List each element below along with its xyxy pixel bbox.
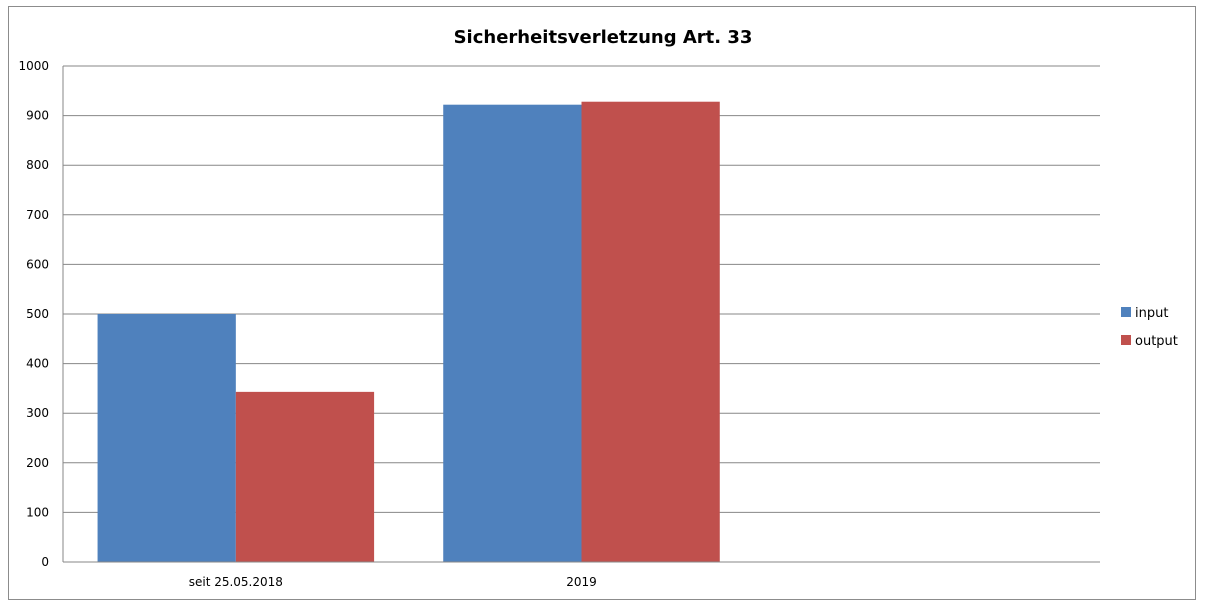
chart-title: Sicherheitsverletzung Art. 33	[453, 27, 753, 48]
y-tick-label: 1000	[18, 59, 49, 73]
x-tick-label: seit 25.05.2018	[189, 575, 283, 589]
legend-swatch-input	[1121, 307, 1131, 317]
y-tick-label: 200	[26, 456, 49, 470]
bar-output	[581, 101, 720, 562]
legend: input output	[1121, 306, 1178, 349]
bar-input	[97, 314, 236, 562]
y-tick-label: 700	[26, 208, 49, 222]
bar-input	[443, 104, 582, 563]
y-tick-label: 400	[26, 357, 49, 371]
y-tick-label: 900	[26, 109, 49, 123]
axes	[62, 66, 1100, 563]
y-tick-label: 100	[26, 505, 49, 519]
x-tick-label: 2019	[566, 575, 597, 589]
legend-label-input: input	[1135, 306, 1168, 321]
y-tick-labels: 0 100 200 300 400 500 600 700 800 900 1000	[18, 59, 49, 569]
y-tick-label: 0	[41, 555, 49, 569]
x-tick-labels: seit 25.05.2018 2019	[189, 575, 597, 589]
y-tick-label: 800	[26, 158, 49, 172]
y-tick-label: 300	[26, 406, 49, 420]
bar-output	[235, 391, 375, 562]
bars	[97, 101, 720, 563]
y-tick-label: 600	[26, 257, 49, 271]
legend-swatch-output	[1121, 335, 1131, 345]
y-tick-label: 500	[26, 307, 49, 321]
legend-label-output: output	[1135, 334, 1178, 349]
